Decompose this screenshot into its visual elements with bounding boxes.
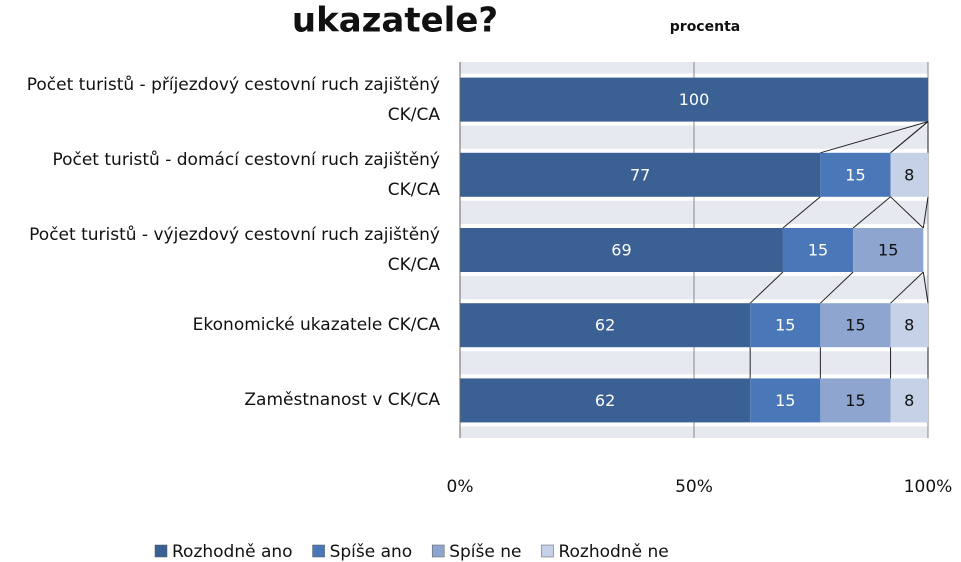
series-line — [782, 196, 821, 229]
x-tick-label: 50% — [675, 477, 713, 497]
series-line — [890, 121, 929, 154]
data-label: 15 — [878, 241, 898, 260]
bar-segment — [890, 152, 928, 197]
bar-segment — [890, 303, 928, 348]
bar-segment — [750, 378, 821, 423]
bar-segment — [820, 378, 891, 423]
chart-title: ukazatele? — [292, 1, 498, 41]
bar-segment — [782, 228, 854, 272]
series-line — [749, 271, 784, 304]
bar-segment — [460, 77, 928, 122]
data-label: 15 — [775, 316, 795, 335]
series-line — [852, 196, 891, 229]
data-label: 100 — [679, 90, 710, 109]
legend-label: Rozhodně ne — [558, 542, 668, 562]
legend-swatch — [541, 544, 554, 558]
bar-segment — [460, 303, 751, 348]
y-tick-label: Zaměstnanost v CK/CA — [244, 390, 440, 411]
data-label: 77 — [630, 165, 650, 184]
data-label: 15 — [845, 391, 865, 410]
bar-segment — [750, 303, 821, 348]
bar-segment — [460, 152, 821, 197]
x-tick-label: 0% — [447, 477, 474, 497]
legend-swatch — [312, 544, 325, 558]
data-label: 8 — [904, 316, 914, 335]
legend-swatch — [154, 544, 168, 558]
legend-label: Spíše ano — [330, 542, 413, 562]
y-tick-label: Počet turistů - příjezdový cestovní ruch… — [26, 74, 440, 125]
series-line — [922, 271, 929, 304]
bar-segment — [460, 228, 783, 272]
bar-segment — [820, 303, 891, 348]
data-label: 15 — [775, 391, 795, 410]
series-line — [890, 271, 924, 304]
data-label: 62 — [595, 391, 615, 410]
series-line — [820, 271, 854, 304]
bar-segment — [460, 378, 751, 423]
data-label: 8 — [904, 391, 914, 410]
data-label: 8 — [904, 165, 914, 184]
bar-segment — [820, 152, 891, 197]
series-line — [922, 196, 929, 229]
data-label: 15 — [845, 316, 865, 335]
data-label: 62 — [595, 316, 615, 335]
legend-label: Rozhodně ano — [172, 542, 293, 562]
x-tick-label: 100% — [904, 477, 953, 497]
series-line — [820, 121, 929, 154]
legend-swatch — [431, 544, 445, 558]
legend-label: Spíše ne — [449, 542, 521, 562]
data-label: 15 — [845, 165, 865, 184]
bar-segment — [890, 378, 928, 423]
bar-segment — [853, 228, 924, 272]
y-tick-label: Počet turistů - domácí cestovní ruch zaj… — [52, 149, 440, 200]
series-line — [890, 196, 924, 229]
data-label: 15 — [808, 241, 828, 260]
chart-subtitle: procenta — [670, 19, 740, 35]
y-tick-label: Počet turistů - výjezdový cestovní ruch … — [29, 225, 440, 275]
data-label: 69 — [611, 241, 631, 260]
y-tick-label: Ekonomické ukazatele CK/CA — [192, 315, 440, 336]
